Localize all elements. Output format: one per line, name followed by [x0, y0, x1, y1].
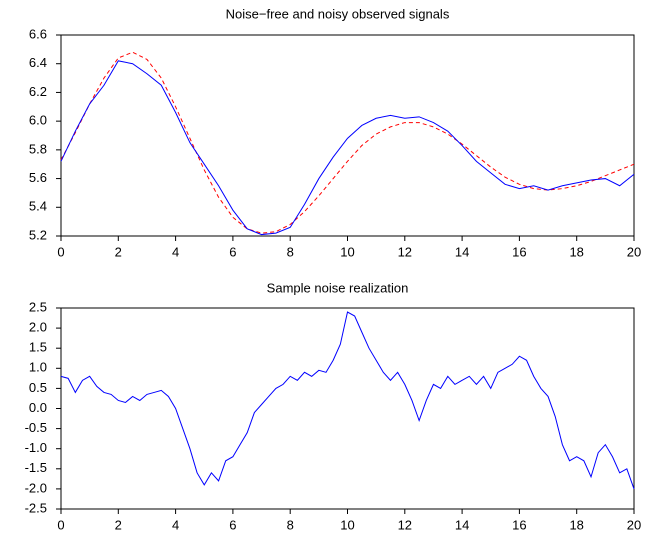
x-tick-label: 0 [57, 517, 64, 532]
series-line [60, 311, 635, 490]
chart-title: Noise−free and noisy observed signals [226, 6, 450, 21]
y-tick-label: -2.5 [25, 500, 47, 515]
chart-title: Sample noise realization [267, 280, 409, 295]
plot-frame [60, 307, 635, 510]
y-tick-label: 5.2 [29, 227, 47, 242]
x-tick-label: 8 [287, 244, 294, 259]
y-tick-label: -1.0 [25, 440, 47, 455]
y-tick-label: 6.6 [29, 26, 47, 41]
x-tick-label: 18 [569, 244, 583, 259]
y-tick-label: 2.5 [29, 299, 47, 314]
x-tick-label: 14 [455, 517, 469, 532]
y-tick-label: 6.0 [29, 113, 47, 128]
x-tick-label: 12 [398, 517, 412, 532]
y-tick-label: -0.5 [25, 420, 47, 435]
y-tick-label: -2.0 [25, 480, 47, 495]
y-tick-label: 0.5 [29, 380, 47, 395]
x-tick-label: 0 [57, 244, 64, 259]
x-tick-label: 4 [172, 517, 179, 532]
y-tick-label: 5.6 [29, 170, 47, 185]
y-tick-label: 1.0 [29, 360, 47, 375]
x-tick-label: 10 [340, 517, 354, 532]
x-tick-label: 2 [115, 517, 122, 532]
x-tick-label: 2 [115, 244, 122, 259]
x-tick-label: 10 [340, 244, 354, 259]
y-tick-label: 0.0 [29, 400, 47, 415]
x-tick-label: 6 [229, 244, 236, 259]
plot-frame [60, 34, 635, 237]
series-line [60, 60, 635, 236]
x-tick-label: 6 [229, 517, 236, 532]
x-tick-label: 20 [627, 244, 641, 259]
x-tick-label: 12 [398, 244, 412, 259]
x-tick-label: 20 [627, 517, 641, 532]
x-tick-label: 4 [172, 244, 179, 259]
series-line [60, 51, 635, 234]
y-tick-label: 6.4 [29, 55, 47, 70]
y-tick-label: -1.5 [25, 460, 47, 475]
y-tick-label: 1.5 [29, 340, 47, 355]
y-tick-label: 2.0 [29, 320, 47, 335]
x-tick-label: 14 [455, 244, 469, 259]
x-tick-label: 8 [287, 517, 294, 532]
x-tick-label: 16 [512, 244, 526, 259]
y-tick-label: 6.2 [29, 84, 47, 99]
y-tick-label: 5.8 [29, 141, 47, 156]
x-tick-label: 16 [512, 517, 526, 532]
x-tick-label: 18 [569, 517, 583, 532]
y-tick-label: 5.4 [29, 199, 47, 214]
